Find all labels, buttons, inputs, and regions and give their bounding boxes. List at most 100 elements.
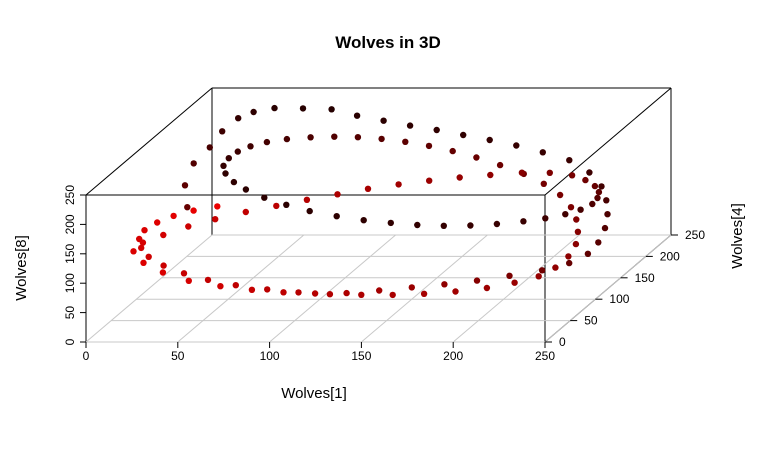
- data-point: [185, 277, 192, 284]
- z-tick-label: 150: [635, 271, 655, 285]
- data-point: [364, 185, 372, 192]
- data-point: [556, 191, 564, 199]
- data-point: [283, 135, 291, 143]
- data-point: [326, 291, 334, 298]
- data-point: [511, 279, 518, 286]
- data-point: [354, 134, 362, 141]
- data-point: [222, 170, 229, 177]
- data-point: [247, 143, 254, 150]
- data-point: [562, 211, 569, 218]
- data-point: [572, 240, 580, 248]
- data-point: [154, 219, 161, 226]
- data-point: [567, 204, 575, 211]
- data-point: [568, 172, 576, 179]
- data-point: [130, 248, 137, 255]
- data-point: [180, 270, 188, 277]
- data-point: [376, 287, 383, 294]
- data-point: [573, 216, 580, 223]
- data-point: [538, 267, 546, 274]
- data-point: [601, 224, 609, 232]
- data-point: [589, 200, 596, 208]
- data-point: [460, 131, 467, 139]
- data-point: [540, 180, 547, 187]
- data-point: [493, 220, 501, 228]
- data-point: [299, 105, 307, 112]
- x-tick-label: 50: [171, 349, 185, 363]
- data-point: [604, 211, 611, 218]
- y-tick-label: 200: [63, 214, 77, 234]
- data-point: [513, 142, 520, 149]
- data-point: [261, 194, 268, 201]
- data-point: [380, 117, 387, 124]
- data-point: [395, 181, 402, 188]
- data-point: [160, 231, 167, 239]
- data-point: [295, 289, 302, 296]
- data-point: [181, 182, 189, 189]
- data-point: [406, 122, 414, 129]
- data-point: [225, 155, 232, 162]
- x-tick-label: 100: [260, 349, 280, 363]
- data-point: [333, 213, 340, 220]
- data-point: [467, 222, 474, 229]
- data-point: [456, 174, 463, 181]
- data-point: [518, 169, 526, 176]
- data-point: [273, 202, 280, 210]
- data-point: [234, 148, 241, 155]
- data-point: [140, 259, 147, 266]
- data-point: [219, 128, 226, 135]
- data-point: [331, 133, 338, 140]
- data-point: [217, 283, 224, 290]
- grid-line-x: [269, 234, 396, 343]
- data-point: [595, 188, 603, 196]
- data-point: [539, 149, 546, 156]
- x-tick-label: 0: [83, 349, 90, 363]
- grid-line-x: [452, 234, 580, 343]
- data-point: [586, 169, 593, 176]
- data-point: [190, 207, 197, 214]
- data-point: [190, 160, 197, 167]
- x-tick-label: 250: [535, 349, 555, 363]
- data-point: [271, 104, 278, 112]
- data-point: [220, 162, 227, 169]
- data-point: [212, 216, 219, 223]
- x-tick-label: 200: [443, 349, 463, 363]
- z-tick-label: 0: [559, 335, 566, 349]
- data-point: [214, 203, 221, 210]
- z-tick-label: 50: [584, 314, 598, 328]
- data-point: [378, 135, 385, 143]
- y-tick-label: 150: [63, 243, 77, 263]
- data-point: [334, 191, 341, 198]
- data-point: [535, 273, 542, 280]
- y-axis-label: Wolves[8]: [13, 235, 30, 301]
- data-point: [232, 282, 239, 289]
- grid-line-x: [85, 234, 213, 343]
- grid-line-x: [544, 234, 672, 343]
- data-point: [473, 154, 480, 161]
- data-point: [595, 239, 602, 246]
- z-tick-label: 100: [609, 292, 629, 306]
- data-point: [311, 290, 319, 297]
- data-point: [358, 291, 365, 298]
- data-point: [206, 144, 213, 151]
- data-point: [204, 276, 212, 284]
- data-point: [452, 288, 459, 295]
- data-point: [248, 286, 256, 293]
- data-point: [546, 169, 553, 176]
- z-axis-ticks: 0 50 100 150 200 250: [545, 228, 705, 349]
- data-point: [414, 221, 421, 229]
- data-point: [263, 138, 271, 146]
- data-point: [170, 212, 177, 220]
- data-point: [306, 207, 313, 215]
- grid-line-x: [177, 234, 305, 343]
- data-point: [307, 134, 314, 141]
- data-point: [473, 277, 481, 284]
- data-point: [283, 201, 290, 208]
- data-point: [408, 284, 415, 291]
- data-point: [389, 291, 396, 299]
- data-point: [185, 223, 192, 230]
- data-point: [343, 289, 350, 297]
- x-tick-label: 150: [351, 349, 371, 363]
- data-point: [303, 196, 311, 203]
